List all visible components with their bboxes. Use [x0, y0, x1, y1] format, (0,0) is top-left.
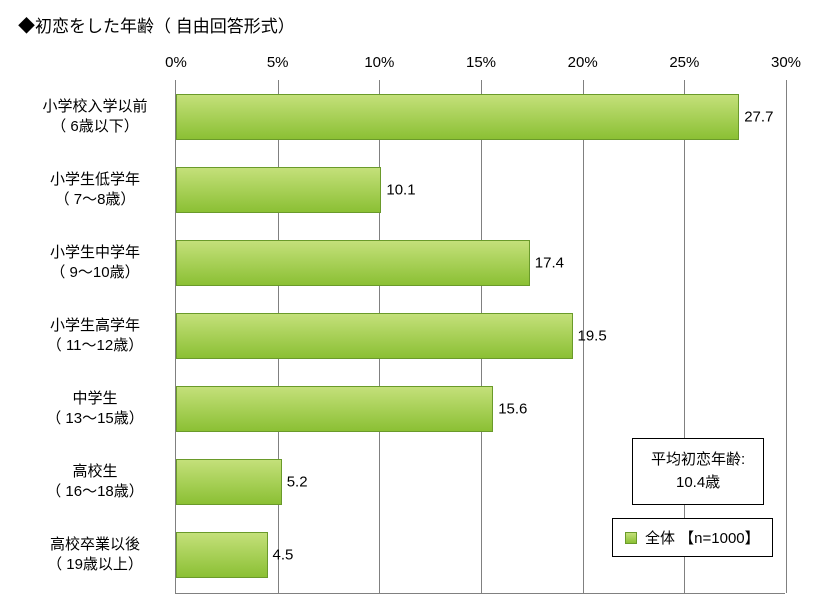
annotation-line2: 10.4歳 — [651, 472, 745, 495]
bar: 19.5 — [176, 313, 573, 359]
bar: 4.5 — [176, 532, 268, 578]
category-label: 小学生低学年（ 7～8歳） — [20, 170, 170, 211]
bar-value-label: 15.6 — [492, 401, 527, 418]
x-tick-label: 30% — [771, 54, 801, 71]
bar-value-label: 17.4 — [529, 255, 564, 272]
annotation-line1: 平均初恋年齢: — [651, 449, 745, 472]
category-label: 高校生（ 16～18歳） — [20, 462, 170, 503]
bar: 10.1 — [176, 167, 381, 213]
legend: 全体 【n=1000】 — [612, 518, 773, 557]
x-tick-label: 25% — [669, 54, 699, 71]
category-label: 高校卒業以後（ 19歳以上） — [20, 535, 170, 576]
legend-label: 全体 【n=1000】 — [645, 527, 760, 548]
x-tick-label: 20% — [568, 54, 598, 71]
category-label: 小学生高学年（ 11～12歳） — [20, 316, 170, 357]
bar: 27.7 — [176, 94, 739, 140]
legend-swatch — [625, 532, 637, 544]
bar: 17.4 — [176, 240, 530, 286]
category-label: 小学校入学以前（ 6歳以下） — [20, 97, 170, 138]
bar-value-label: 19.5 — [572, 328, 607, 345]
bar: 15.6 — [176, 386, 493, 432]
chart-title: ◆初恋をした年齢（ 自由回答形式） — [18, 12, 295, 37]
bar-value-label: 27.7 — [738, 109, 773, 126]
bar-value-label: 5.2 — [281, 474, 308, 491]
bar-value-label: 10.1 — [380, 182, 415, 199]
gridline — [786, 80, 787, 593]
category-label: 中学生（ 13～15歳） — [20, 389, 170, 430]
gridline — [684, 80, 685, 593]
category-label: 小学生中学年（ 9～10歳） — [20, 243, 170, 284]
x-tick-label: 0% — [165, 54, 187, 71]
annotation-average: 平均初恋年齢: 10.4歳 — [632, 438, 764, 505]
chart-area: 0% 5% 10% 15% 20% 25% 30% 27.7 10.1 17.4 19.5 15.6 5… — [20, 38, 810, 598]
x-tick-label: 5% — [267, 54, 289, 71]
bar-value-label: 4.5 — [267, 547, 294, 564]
plot-area: 0%5%10%15%20%25%30%27.710.117.419.515.65… — [175, 80, 785, 594]
x-tick-label: 15% — [466, 54, 496, 71]
bar: 5.2 — [176, 459, 282, 505]
x-tick-label: 10% — [364, 54, 394, 71]
